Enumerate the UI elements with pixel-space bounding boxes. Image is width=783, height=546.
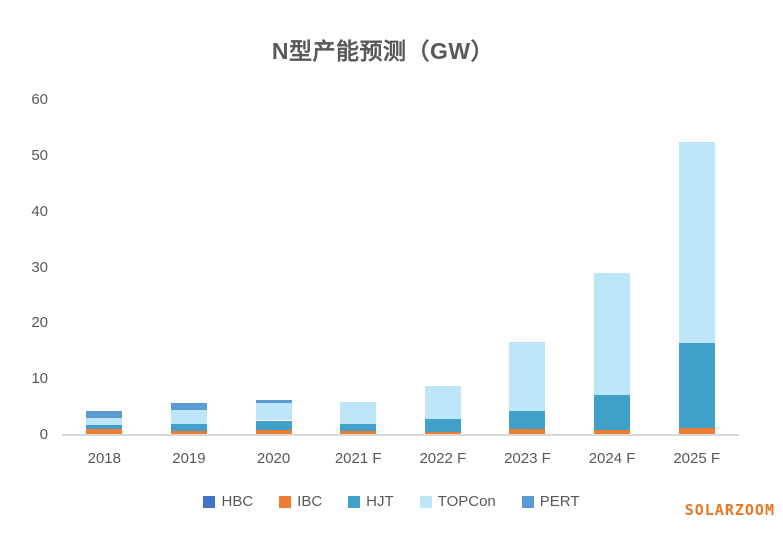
x-axis-tick-label: 2019	[172, 450, 206, 467]
bar-segment-hjt	[340, 423, 377, 432]
y-axis-tick-label: 30	[31, 258, 48, 276]
plot-area	[62, 100, 739, 436]
bar-segment-hjt	[255, 420, 292, 430]
bar-segment-hjt	[678, 343, 715, 429]
bar-segment-topcon	[255, 403, 292, 421]
legend-swatch-icon	[203, 495, 216, 508]
bar-segment-ibc	[86, 429, 123, 435]
bar-segment-pert	[86, 411, 123, 418]
bar-segment-hjt	[170, 423, 207, 431]
legend-label: HJT	[366, 493, 394, 510]
legend-swatch-icon	[348, 495, 361, 508]
bar-segment-topcon	[86, 417, 123, 425]
x-axis-tick-label: 2022 F	[419, 450, 467, 467]
x-axis-tick-label: 2025 F	[673, 450, 721, 467]
legend-item-hbc: HBC	[203, 493, 253, 510]
bar-segment-ibc	[594, 429, 631, 435]
chart-title: N型产能预测（GW）	[271, 38, 495, 64]
x-axis-line	[62, 434, 739, 436]
watermark: SOLARZOOM	[684, 501, 775, 519]
bar-segment-topcon	[594, 272, 631, 396]
x-axis-tick-label: 2021 F	[334, 450, 382, 467]
bar-segment-topcon	[509, 342, 546, 411]
y-axis-tick-label: 10	[31, 370, 48, 388]
legend-swatch-icon	[279, 495, 292, 508]
legend-label: IBC	[297, 493, 323, 510]
y-axis-tick-label: 0	[39, 426, 48, 443]
bar-segment-hjt	[594, 395, 631, 430]
bar-segment-ibc	[340, 431, 377, 435]
bar-segment-pert	[255, 400, 292, 404]
bar-segment-topcon	[170, 409, 207, 424]
x-axis-tick-label: 2018	[87, 450, 121, 467]
bar-segment-hjt	[86, 424, 123, 430]
legend-label: TOPCon	[437, 493, 496, 510]
bar-segment-ibc	[424, 432, 461, 435]
y-axis-tick-label: 20	[31, 314, 48, 332]
bar-segment-ibc	[509, 429, 546, 435]
legend-swatch-icon	[419, 495, 432, 508]
bar-segment-topcon	[678, 141, 715, 344]
legend-item-hjt: HJT	[348, 493, 394, 510]
bar-segment-ibc	[678, 428, 715, 435]
legend-item-topcon: TOPCon	[419, 493, 496, 510]
bar-segment-ibc	[170, 430, 207, 435]
y-axis-tick-label: 40	[31, 202, 48, 220]
bar-segment-topcon	[424, 385, 461, 420]
legend-item-pert: PERT	[521, 493, 580, 510]
bar-segment-hjt	[424, 419, 461, 433]
y-axis-tick-label: 60	[31, 91, 48, 108]
x-axis-tick-label: 2023 F	[504, 450, 551, 467]
bar-segment-pert	[170, 402, 207, 410]
legend-label: PERT	[539, 493, 580, 510]
legend-swatch-icon	[521, 495, 534, 508]
bar-series-container	[62, 100, 739, 435]
legend-item-ibc: IBC	[279, 493, 322, 510]
bar-segment-topcon	[340, 402, 377, 424]
legend-label: HBC	[221, 493, 254, 510]
legend: HBC IBC HJT TOPCon PERT	[0, 493, 783, 510]
y-axis-tick-label: 50	[31, 146, 48, 164]
x-axis-tick-label: 2024 F	[588, 450, 636, 467]
bar-segment-hjt	[509, 411, 546, 430]
x-axis-tick-label: 2020	[256, 450, 291, 467]
bar-segment-ibc	[255, 429, 292, 435]
